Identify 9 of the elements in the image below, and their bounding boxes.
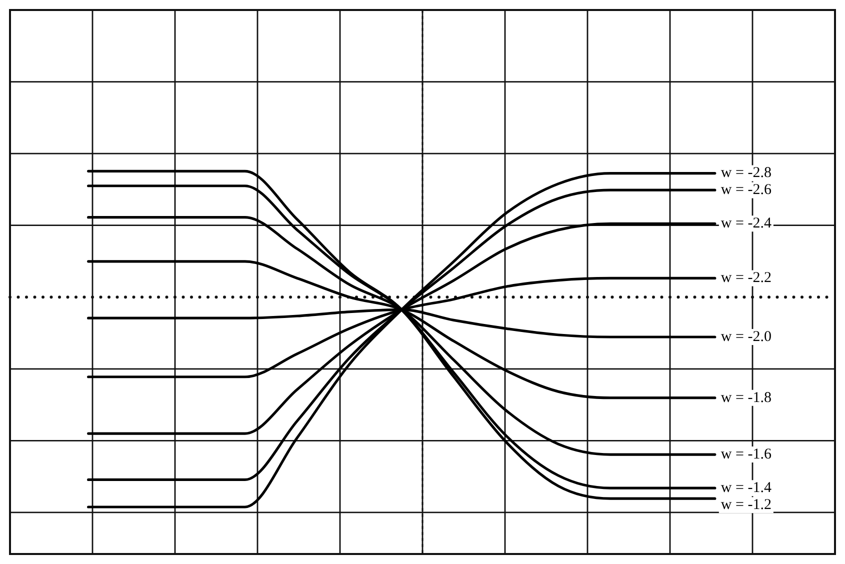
series-label: w = -1.4	[720, 480, 772, 496]
series-label: w = -2.2	[720, 270, 772, 286]
series-label: w = -1.6	[720, 446, 772, 462]
series-label: w = -2.0	[720, 328, 772, 345]
series-label: w = -1.8	[720, 390, 772, 406]
series-label: w = -2.6	[720, 182, 772, 198]
series-label: w = -2.8	[720, 165, 772, 182]
series-label: w = -2.4	[720, 216, 772, 232]
series-label: w = -1.2	[720, 497, 772, 514]
